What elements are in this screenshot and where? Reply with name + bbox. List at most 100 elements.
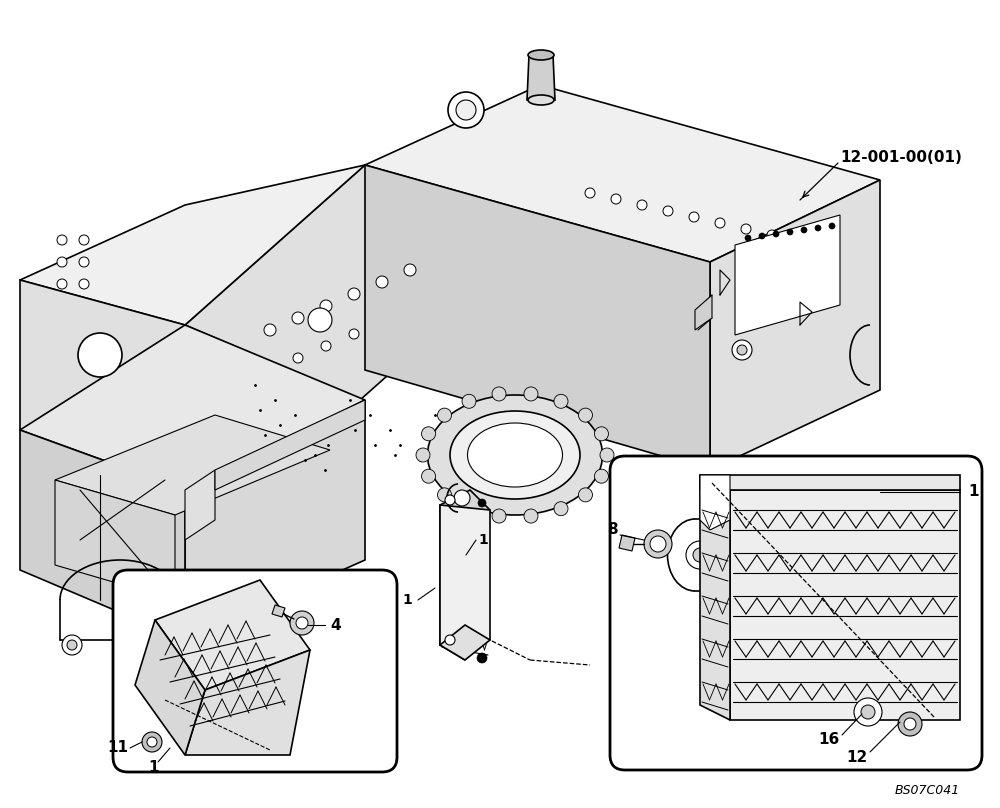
Polygon shape: [55, 415, 330, 515]
Circle shape: [57, 257, 67, 267]
Text: 1: 1: [402, 593, 412, 607]
Circle shape: [524, 509, 538, 523]
Circle shape: [650, 536, 666, 552]
Polygon shape: [185, 165, 540, 400]
Circle shape: [600, 448, 614, 462]
Text: 16: 16: [819, 733, 840, 747]
Circle shape: [715, 218, 725, 228]
Circle shape: [477, 653, 487, 663]
Circle shape: [773, 231, 779, 237]
Polygon shape: [135, 620, 205, 755]
Circle shape: [292, 312, 304, 324]
Circle shape: [78, 333, 122, 377]
Ellipse shape: [468, 423, 562, 487]
Circle shape: [438, 488, 452, 502]
Circle shape: [554, 502, 568, 516]
Circle shape: [456, 100, 476, 120]
Polygon shape: [730, 490, 960, 720]
Polygon shape: [272, 605, 285, 617]
Polygon shape: [155, 580, 310, 690]
Text: 12-001-00(01): 12-001-00(01): [840, 150, 962, 166]
Text: 12: 12: [847, 751, 868, 765]
Polygon shape: [440, 490, 490, 525]
Polygon shape: [185, 400, 365, 640]
Text: 1: 1: [968, 485, 978, 499]
Circle shape: [462, 394, 476, 408]
Circle shape: [492, 509, 506, 523]
Polygon shape: [20, 165, 365, 325]
Circle shape: [448, 92, 484, 128]
Polygon shape: [365, 85, 880, 262]
Polygon shape: [619, 535, 635, 551]
Circle shape: [578, 488, 592, 502]
Circle shape: [686, 541, 714, 569]
Circle shape: [801, 227, 807, 233]
Polygon shape: [527, 55, 555, 100]
Circle shape: [478, 499, 486, 507]
Circle shape: [898, 712, 922, 736]
Circle shape: [793, 236, 803, 246]
Ellipse shape: [528, 50, 554, 60]
Ellipse shape: [450, 411, 580, 499]
Polygon shape: [55, 480, 175, 600]
Circle shape: [445, 635, 455, 645]
Circle shape: [737, 345, 747, 355]
Circle shape: [594, 469, 608, 483]
Circle shape: [57, 235, 67, 245]
Circle shape: [732, 340, 752, 360]
Circle shape: [644, 530, 672, 558]
Circle shape: [637, 200, 647, 210]
Polygon shape: [20, 280, 185, 490]
Circle shape: [79, 235, 89, 245]
Circle shape: [320, 300, 332, 312]
FancyBboxPatch shape: [610, 456, 982, 770]
Circle shape: [554, 394, 568, 408]
Polygon shape: [700, 475, 960, 490]
Circle shape: [147, 737, 157, 747]
Circle shape: [142, 732, 162, 752]
Circle shape: [815, 225, 821, 231]
Circle shape: [904, 718, 916, 730]
Circle shape: [663, 206, 673, 216]
Text: 1: 1: [148, 760, 158, 776]
Circle shape: [438, 408, 452, 422]
Polygon shape: [440, 505, 465, 660]
FancyBboxPatch shape: [113, 570, 397, 772]
Circle shape: [290, 611, 314, 635]
Circle shape: [611, 194, 621, 204]
Text: BS07C041: BS07C041: [895, 784, 960, 797]
Circle shape: [829, 223, 835, 229]
Circle shape: [57, 279, 67, 289]
Ellipse shape: [528, 95, 554, 105]
Circle shape: [445, 495, 455, 505]
Polygon shape: [735, 215, 840, 335]
Circle shape: [524, 387, 538, 401]
Polygon shape: [700, 475, 730, 530]
Circle shape: [348, 288, 360, 300]
Circle shape: [422, 427, 436, 441]
Polygon shape: [440, 505, 490, 645]
Text: 4: 4: [330, 617, 341, 633]
Circle shape: [376, 276, 388, 288]
Circle shape: [741, 224, 751, 234]
Text: 8: 8: [607, 523, 618, 537]
Polygon shape: [710, 180, 880, 470]
Text: 1: 1: [478, 533, 488, 547]
Circle shape: [693, 548, 707, 562]
Polygon shape: [185, 470, 215, 540]
Circle shape: [308, 308, 332, 332]
Polygon shape: [20, 325, 365, 490]
Circle shape: [462, 502, 476, 516]
Circle shape: [585, 188, 595, 198]
Circle shape: [156, 636, 174, 654]
Polygon shape: [20, 430, 185, 640]
Polygon shape: [440, 625, 490, 660]
Circle shape: [79, 257, 89, 267]
Circle shape: [454, 490, 470, 506]
Circle shape: [349, 329, 359, 339]
Circle shape: [422, 469, 436, 483]
Circle shape: [79, 279, 89, 289]
Polygon shape: [365, 165, 710, 470]
Circle shape: [767, 230, 777, 240]
Text: 11: 11: [107, 740, 128, 755]
